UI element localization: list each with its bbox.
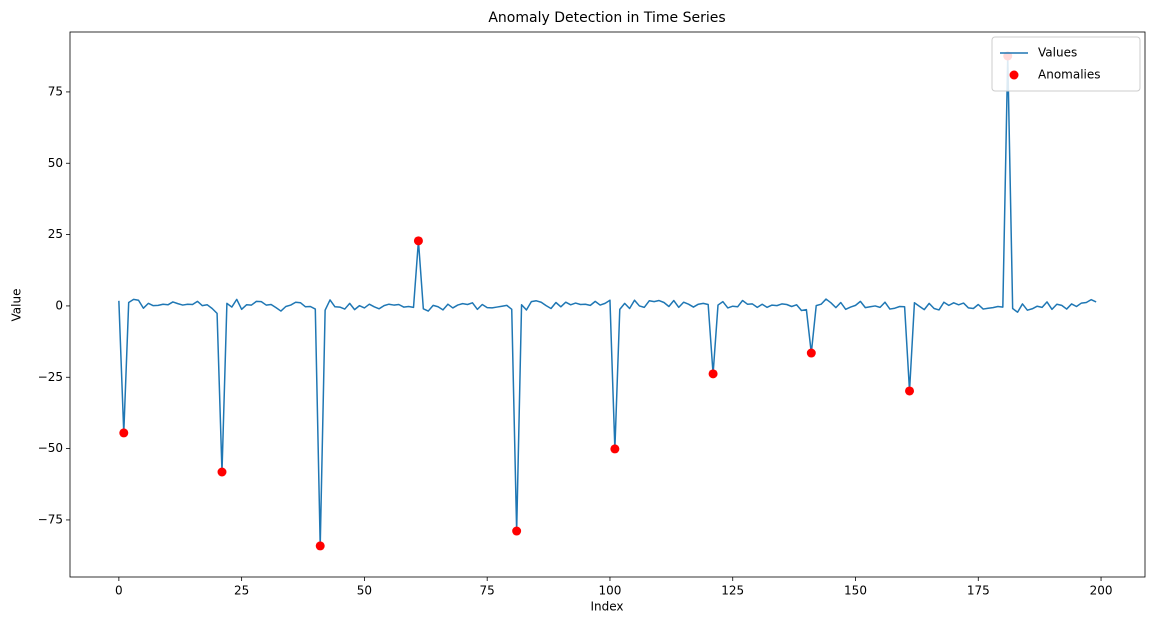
y-tick-label: 50 <box>48 156 63 170</box>
anomaly-point <box>708 369 718 379</box>
y-tick-label: 25 <box>48 227 63 241</box>
anomaly-point <box>217 467 227 477</box>
x-tick-label: 150 <box>844 584 867 598</box>
y-tick-label: 0 <box>55 298 63 312</box>
legend-marker <box>1009 70 1019 80</box>
anomaly-point <box>905 386 915 396</box>
chart-title: Anomaly Detection in Time Series <box>488 10 725 26</box>
x-tick-label: 125 <box>721 584 744 598</box>
legend-box <box>991 36 1141 92</box>
x-tick-label: 25 <box>234 584 249 598</box>
x-tick-label: 100 <box>599 584 622 598</box>
anomaly-point <box>610 444 620 454</box>
x-tick-label: 175 <box>967 584 990 598</box>
x-axis-label: Index <box>590 600 623 614</box>
anomaly-point <box>413 236 423 246</box>
anomaly-point <box>806 348 816 358</box>
y-tick-label: −25 <box>38 370 63 384</box>
y-tick-label: −75 <box>38 512 63 526</box>
anomaly-point <box>119 428 129 438</box>
y-axis-label: Value <box>10 289 24 322</box>
plot-frame <box>69 31 1146 578</box>
anomaly-point <box>512 526 522 536</box>
y-tick-label: 75 <box>48 84 63 98</box>
x-tick-label: 200 <box>1090 584 1113 598</box>
legend: Values Anomalies <box>991 36 1141 92</box>
x-tick-label: 50 <box>357 584 372 598</box>
x-tick-label: 0 <box>115 584 123 598</box>
y-tick-label: −50 <box>38 441 63 455</box>
x-tick-label: 75 <box>480 584 495 598</box>
legend-label: Values <box>1038 46 1077 60</box>
anomaly-point <box>315 541 325 551</box>
data-line <box>118 55 1097 547</box>
legend-label: Anomalies <box>1038 68 1101 82</box>
